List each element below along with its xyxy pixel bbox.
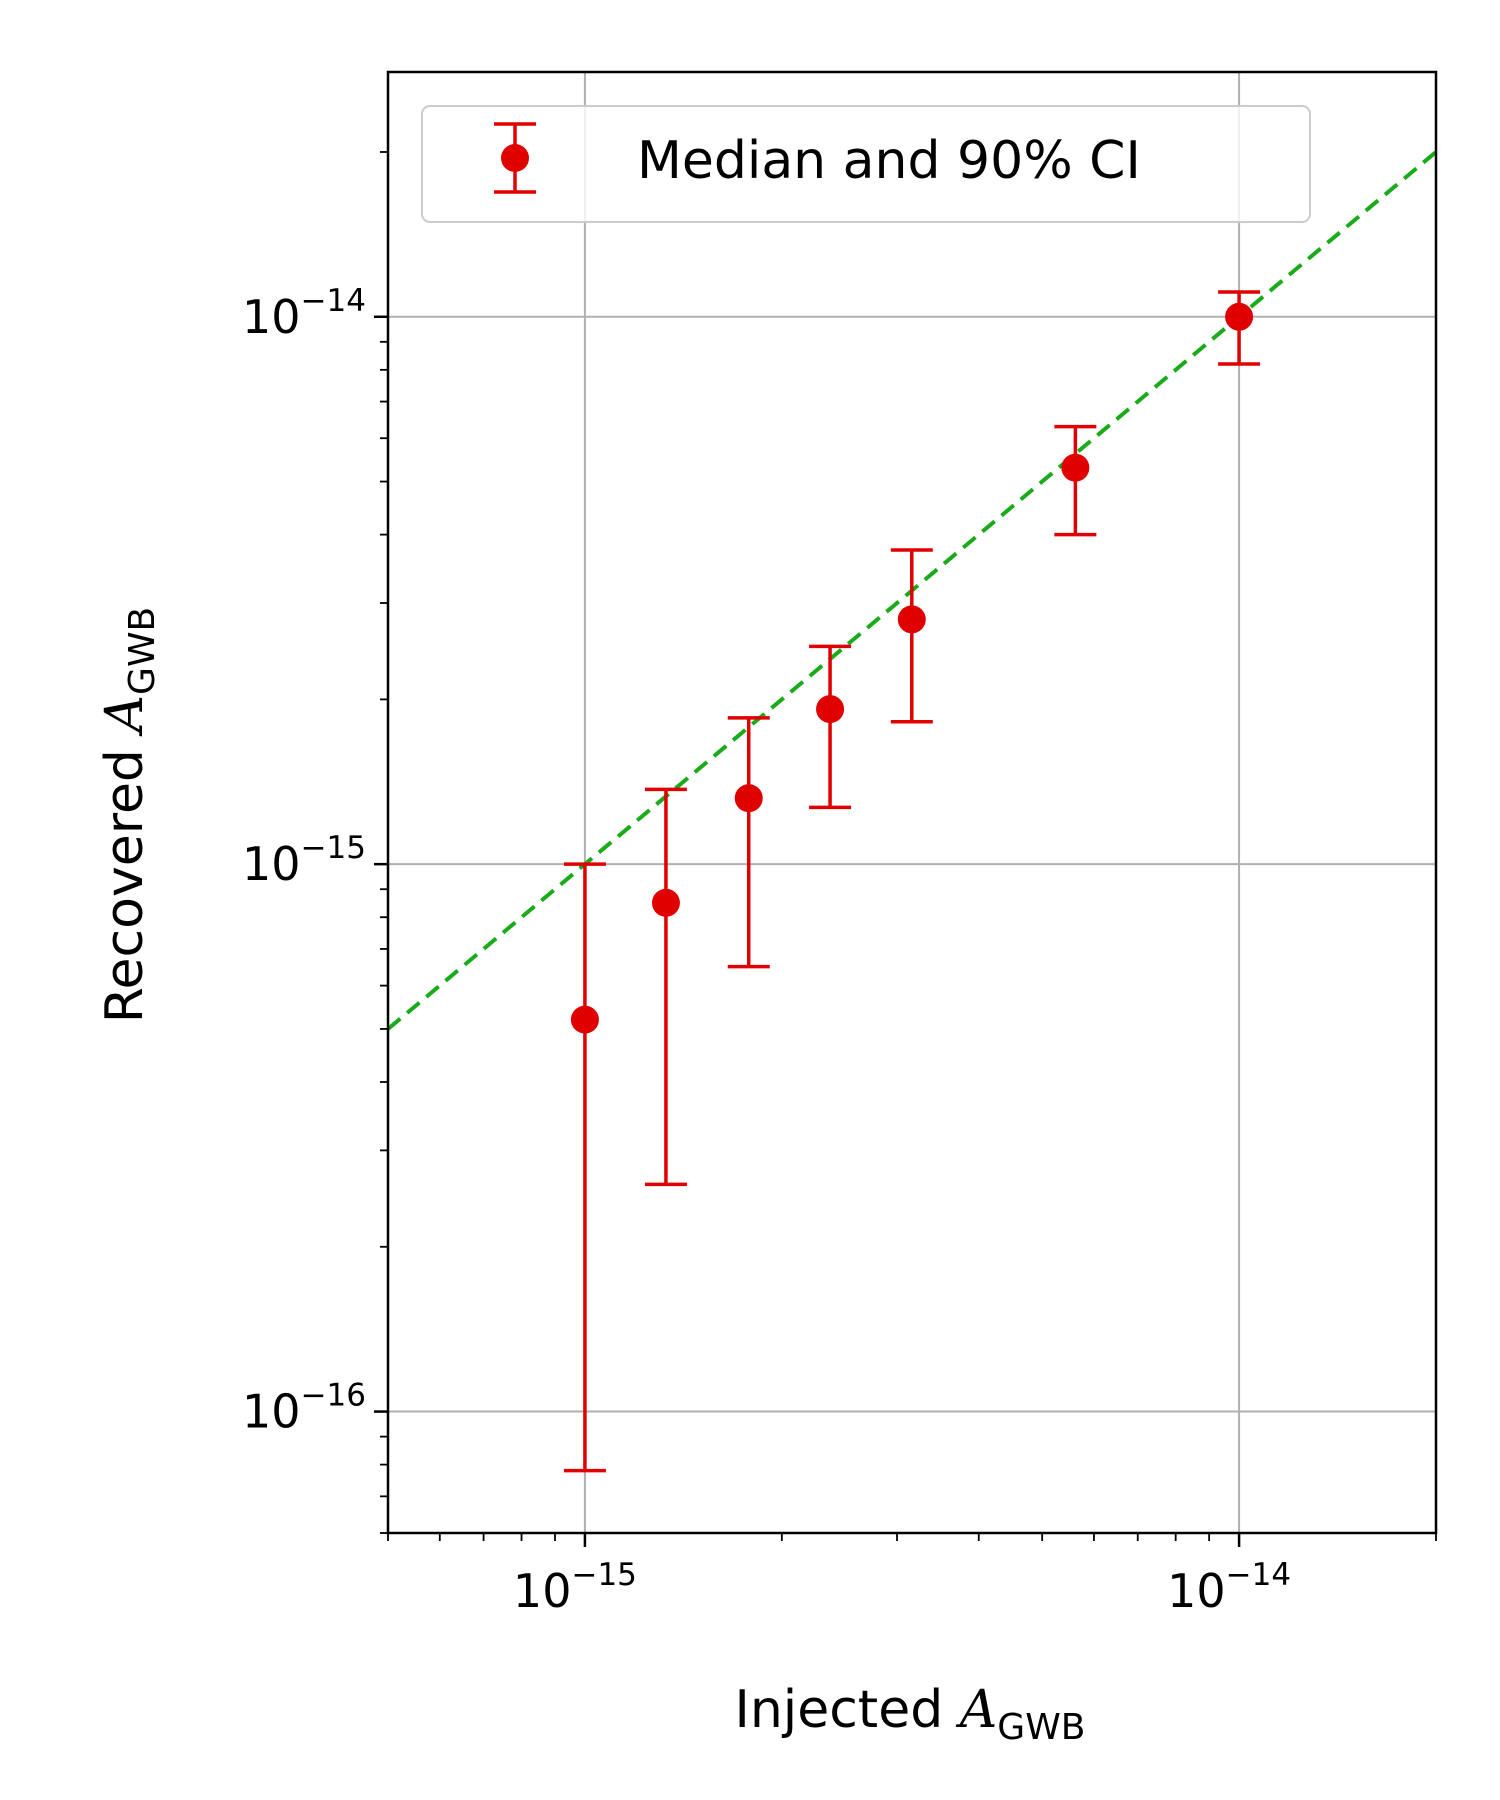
data-point-group [809,644,852,810]
x-axis-label: Injected AGWB [734,1680,1085,1748]
y-tick-label: 10−15 [242,830,366,891]
data-point-group [644,787,687,1187]
data-point [570,1005,599,1034]
data-point-group [563,862,606,1473]
legend-marker [501,144,529,172]
grid-lines [388,72,1436,1533]
data-point [651,888,680,917]
data-point [1225,302,1254,331]
y-tick-label: 10−16 [242,1378,366,1439]
y-tick-label: 10−14 [242,283,366,344]
legend-box [421,105,1311,223]
axis-ticks: 10−15 10−14 10−16 10−15 10−14 [242,151,1437,1618]
y-axis-label: Recovered AGWB [95,607,163,1024]
data-point-group [1218,290,1261,366]
data-points-group [563,290,1261,1473]
legend-label: Median and 90% CI [637,131,1141,191]
data-point-group [1054,424,1097,537]
data-point [734,784,763,813]
data-point [816,695,845,724]
data-point-group [727,716,770,969]
data-point [1061,453,1090,482]
data-point-group [890,548,933,724]
plot-frame [386,70,1438,1535]
data-point [897,605,926,634]
legend: Median and 90% CI [421,105,1311,223]
x-tick-label: 10−15 [513,1557,637,1618]
x-tick-label: 10−14 [1167,1557,1291,1618]
